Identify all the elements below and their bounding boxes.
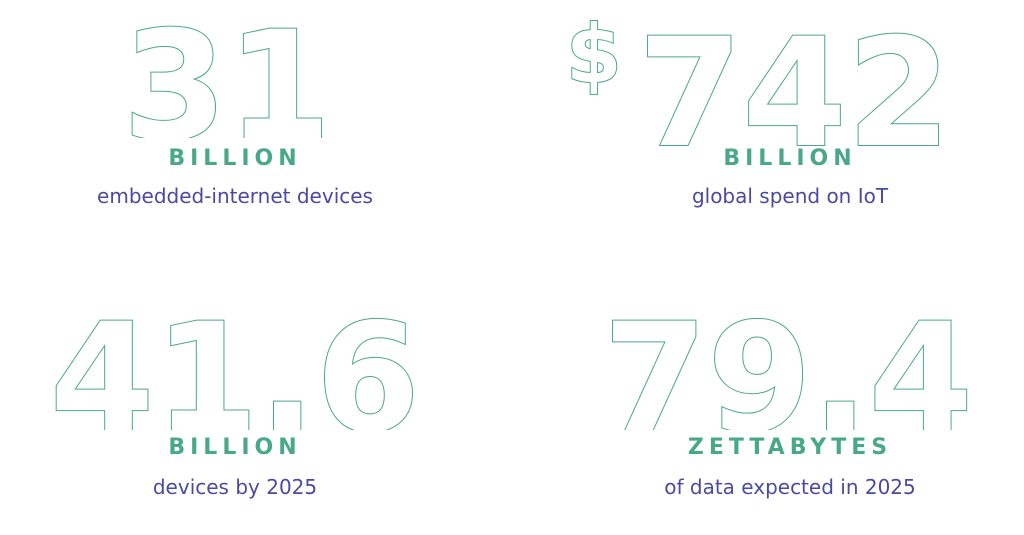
stat-description: global spend on IoT [691, 184, 889, 208]
stat-number: 41.6 [49, 300, 421, 430]
stat-31-billion: 31 BILLION embedded-internet devices [0, 10, 485, 270]
stat-79-4-zettabytes: 79.4 ZETTABYTES of data expected in 2025 [540, 300, 1024, 535]
stat-description: of data expected in 2025 [664, 475, 916, 499]
stat-unit: ZETTABYTES [687, 435, 893, 460]
stat-number: 79.4 [602, 300, 974, 430]
number-text: 41.6 [50, 300, 420, 430]
stat-unit: BILLION [168, 435, 302, 460]
stat-unit: BILLION [723, 146, 857, 171]
stat-742-billion: $ 742 BILLION global spend on IoT [540, 0, 1024, 260]
stat-41-6-billion: 41.6 BILLION devices by 2025 [0, 300, 485, 535]
stat-number: $ 742 [565, 6, 952, 150]
number-text: 742 [638, 7, 951, 150]
stat-unit: BILLION [168, 146, 302, 171]
stat-description: embedded-internet devices [97, 184, 373, 208]
currency-symbol: $ [566, 8, 622, 101]
number-text: 79.4 [603, 300, 973, 430]
number-text: 31 [123, 10, 332, 138]
stat-description: devices by 2025 [152, 475, 318, 499]
stat-number: 31 [122, 10, 333, 138]
